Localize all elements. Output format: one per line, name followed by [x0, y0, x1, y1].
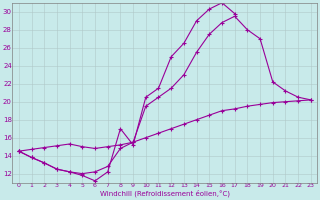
X-axis label: Windchill (Refroidissement éolien,°C): Windchill (Refroidissement éolien,°C)	[100, 190, 230, 197]
